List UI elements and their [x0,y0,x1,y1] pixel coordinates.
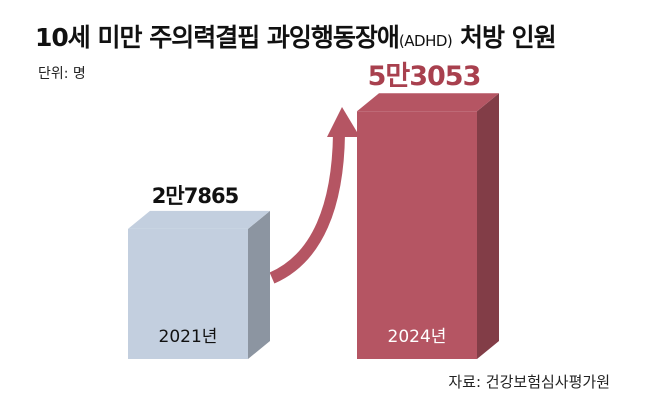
bar-side-0 [248,210,270,359]
bar-top-0 [128,210,270,229]
title-tail: 처방 인원 [452,23,557,52]
growth-arrow-head [327,107,360,137]
bar-category-label-1: 2024년 [388,327,447,347]
title-paren: (ADHD) [398,32,453,50]
bar-value-label-0: 2만7865 [152,184,239,208]
source-label: 자료: 건강보험심사평가원 [448,373,610,391]
title-main: 10세 미만 주의력결핍 과잉행동장애 [35,23,400,52]
bar-side-1 [477,93,499,359]
unit-label: 단위: 명 [38,66,86,82]
bar-front-1 [357,111,477,359]
bar-category-label-0: 2021년 [159,327,218,347]
growth-arrow-shaft [269,133,345,284]
bar-top-1 [357,93,499,112]
bar-value-label-1: 5만3053 [368,61,481,92]
bar-front-0 [128,228,248,359]
chart-title: 10세 미만 주의력결핍 과잉행동장애(ADHD) 처방 인원 [35,18,557,54]
